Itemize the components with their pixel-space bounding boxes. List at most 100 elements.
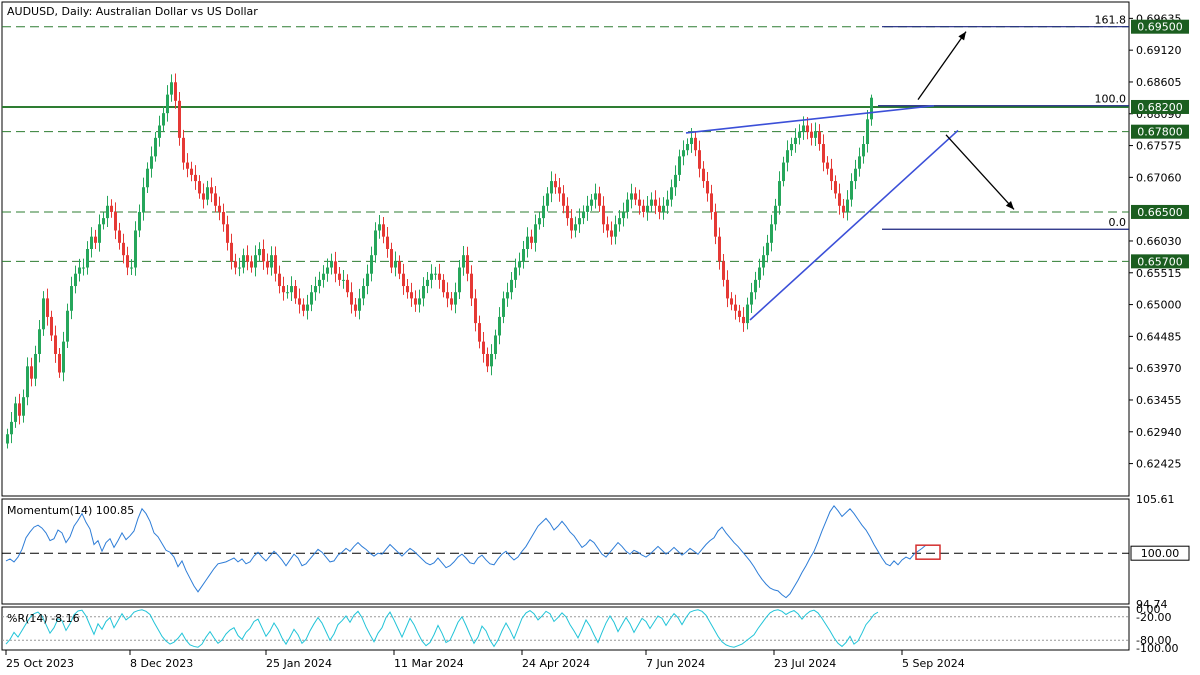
candle-body [498,316,501,336]
candle-body [326,267,329,274]
candle-body [530,236,533,243]
arrow-head [1005,200,1014,210]
candle-body [18,403,21,416]
chart-title: AUDUSD, Daily: Australian Dollar vs US D… [7,5,258,18]
candle-body [430,273,433,280]
candle-body [650,199,653,206]
candle-body [586,205,589,212]
candle-body [758,267,761,280]
candle-body [694,137,697,151]
candle-body [542,205,545,219]
candle-body [230,242,233,262]
candle-body [298,298,301,305]
candle-body [386,236,389,249]
candle-body [182,137,185,163]
candle-body [346,279,349,293]
candle-body [658,205,661,212]
candle-body [42,298,45,330]
candle-body [766,242,769,256]
candle-body [594,193,597,200]
level-badge-label: 0.65700 [1137,255,1183,268]
candle-body [94,236,97,243]
candle-body [242,255,245,268]
candle-body [702,168,705,182]
momentum-y-tick: 94.74 [1136,598,1168,611]
candle-body [722,261,725,280]
candle-body [350,292,353,305]
candle-body [698,150,701,169]
candle-body [50,316,53,336]
momentum-highlight-box [915,544,941,560]
candle-body [186,162,189,169]
level-badge [1131,19,1189,34]
candle-body [742,316,745,324]
candle-body [674,174,677,188]
candle-body [466,255,469,274]
y-tick-label: 0.62425 [1136,458,1182,471]
candle-body [514,267,517,280]
candle-body [846,199,849,212]
candle-body [398,261,401,274]
candle-body [558,187,561,194]
candle-body [122,242,125,256]
arrows [917,31,1015,210]
candle-body [202,193,205,200]
trendline [749,129,959,321]
candle-body [538,218,541,225]
candle-body [38,329,41,354]
x-tick-label: 25 Jan 2024 [266,657,332,670]
candle-body [418,298,421,305]
candle-body [746,304,749,324]
candle-body [782,162,785,182]
level-badge [1131,254,1189,269]
candle-body [258,249,261,256]
candle-body [786,150,789,163]
candle-body [730,298,733,305]
arrow-line [945,134,1015,210]
candle-body [814,131,817,138]
candle-body [10,421,13,435]
y-tick-label: 0.63970 [1136,362,1182,375]
candle-body [442,279,445,293]
candle-body [834,181,837,194]
level-badge-label: 0.69500 [1137,21,1183,34]
candle-body [770,224,773,243]
candle-body [286,292,289,294]
candle-body [62,341,65,373]
candle-body [470,273,473,299]
candle-body [26,366,29,398]
candle-body [478,323,481,342]
candle-body [578,218,581,225]
y-tick-label: 0.66030 [1136,235,1182,248]
candle-body [274,255,277,274]
candle-body [806,125,809,132]
candle-body [22,397,25,416]
candle-body [6,434,9,444]
candle-body [778,181,781,206]
candle-body [74,273,77,287]
x-tick-label: 24 Apr 2024 [522,657,590,670]
candle-body [446,292,449,299]
candle-body [302,304,305,311]
candle-body [362,286,365,299]
candle-body [374,230,377,256]
williams-r-panel [1,606,1130,651]
candle-body [154,137,157,157]
time-axis: 25 Oct 2023 8 Dec 2023 25 Jan 2024 11 Mar 2… [5,650,965,670]
y-tick-label: 0.67060 [1136,171,1182,184]
y-tick-label: 0.64485 [1136,330,1182,343]
candle-body [82,267,85,269]
candle-body [266,261,269,268]
level-badge-label: 0.66500 [1137,206,1183,219]
candle-body [714,211,717,237]
candle-body [46,298,49,317]
candle-body [546,193,549,206]
candle-body [422,286,425,299]
candle-body [254,255,257,268]
candle-body [666,199,669,206]
y-tick-label: 0.67575 [1136,140,1182,153]
fib-label: 100.0 [1095,93,1127,106]
candle-body [282,286,285,293]
candle-body [158,125,161,138]
candle-body [670,187,673,200]
